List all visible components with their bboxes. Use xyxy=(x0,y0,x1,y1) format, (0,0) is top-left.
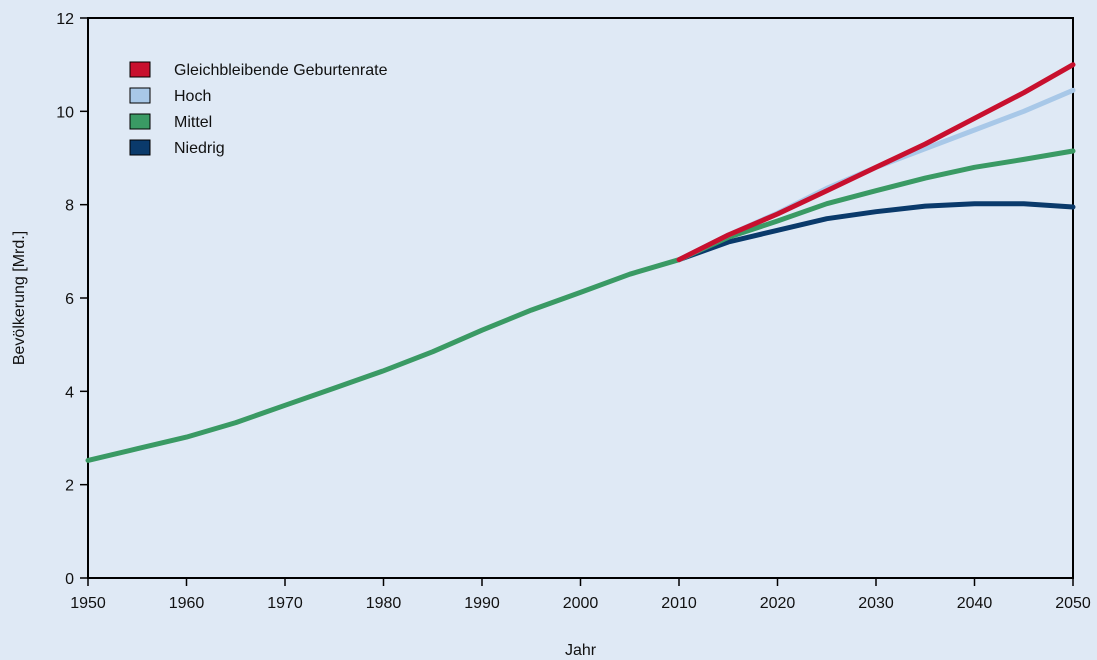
series-line-1 xyxy=(676,62,1076,263)
x-tick-label: 1960 xyxy=(169,595,205,612)
legend-swatch xyxy=(129,61,151,78)
x-axis-ticks: 1950 1960 1970 1980 1990 2000 2010 2020 2030 2040… xyxy=(70,578,1091,612)
x-tick-label: 2050 xyxy=(1055,595,1091,612)
x-tick-label: 2040 xyxy=(957,595,993,612)
legend-label: Niedrig xyxy=(174,140,225,157)
y-tick-label: 2 xyxy=(65,478,74,495)
y-tick-label: 10 xyxy=(56,104,74,121)
legend-label: Gleichbleibende Geburtenrate xyxy=(174,62,388,79)
legend-swatch xyxy=(129,139,151,156)
x-tick-label: 1980 xyxy=(366,595,402,612)
x-axis-title: Jahr xyxy=(565,642,597,659)
legend: Gleichbleibende Geburtenrate Hoch Mittel Ni… xyxy=(129,61,388,157)
y-tick-label: 8 xyxy=(65,198,74,215)
legend-label: Hoch xyxy=(174,88,211,105)
x-tick-label: 1990 xyxy=(464,595,500,612)
series-lines xyxy=(85,62,1076,463)
y-tick-label: 0 xyxy=(65,571,74,588)
x-tick-label: 2030 xyxy=(858,595,894,612)
y-tick-label: 4 xyxy=(65,384,74,401)
y-tick-label: 12 xyxy=(56,11,74,28)
y-tick-label: 6 xyxy=(65,291,74,308)
x-tick-label: 2010 xyxy=(661,595,697,612)
y-axis-ticks: 0 2 4 6 8 10 12 xyxy=(56,11,88,588)
x-tick-label: 2000 xyxy=(563,595,599,612)
legend-swatch xyxy=(129,113,151,130)
series-line-3 xyxy=(85,148,1076,463)
y-axis-title: Bevölkerung [Mrd.] xyxy=(11,231,28,365)
legend-swatch xyxy=(129,87,151,104)
x-tick-label: 1970 xyxy=(267,595,303,612)
x-tick-label: 2020 xyxy=(760,595,796,612)
axes xyxy=(87,17,1074,579)
x-tick-label: 1950 xyxy=(70,595,106,612)
plot-area xyxy=(87,17,1074,579)
series-line-4 xyxy=(676,201,1076,263)
legend-label: Mittel xyxy=(174,114,212,131)
